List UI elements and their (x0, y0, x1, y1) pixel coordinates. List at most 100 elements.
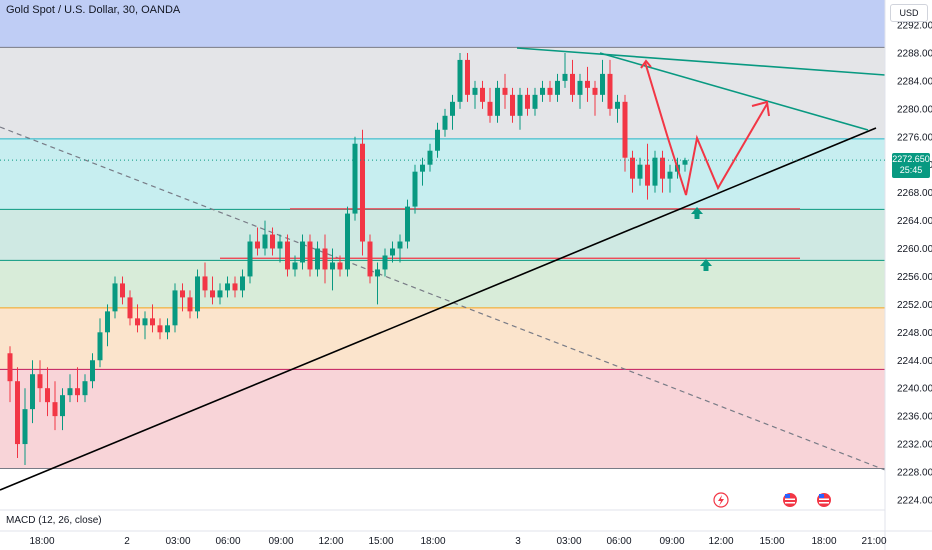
candle-body (187, 297, 193, 312)
y-tick-label: 2248.000 (897, 328, 932, 339)
candle-body (225, 283, 230, 291)
candle-body (255, 241, 260, 249)
candle-body (210, 290, 215, 298)
up-arrow-icon (691, 207, 703, 219)
candle-body (352, 143, 358, 214)
candle-body (247, 241, 253, 277)
candle-body (120, 283, 125, 298)
currency-selector[interactable]: USD (890, 4, 928, 22)
candle-body (375, 269, 380, 277)
candle-body (127, 297, 133, 319)
y-tick-label: 2292.000 (897, 21, 932, 32)
us-flag-stripe (819, 502, 829, 504)
candle-body (412, 171, 418, 207)
candle-body (667, 171, 673, 179)
projection-start-mark (640, 59, 652, 69)
x-tick-label: 2 (124, 536, 130, 547)
x-tick-label: 09:00 (659, 536, 684, 547)
candle-body (435, 129, 440, 151)
candle-body (240, 276, 245, 291)
x-tick-label: 06:00 (606, 536, 631, 547)
candle-body (322, 248, 328, 270)
y-tick-label: 2232.000 (897, 440, 932, 451)
candle-body (30, 374, 35, 410)
candle-body (487, 101, 493, 116)
candle-body (630, 157, 635, 179)
candle-body (570, 73, 575, 95)
fib-zone-6 (0, 369, 885, 469)
candle-body (285, 241, 290, 270)
candle-body (652, 157, 658, 186)
candle-body (37, 374, 43, 389)
candle-body (682, 160, 688, 165)
x-tick-label: 18:00 (420, 536, 445, 547)
candle-body (547, 87, 553, 95)
candle-body (405, 206, 410, 242)
candle-body (67, 388, 73, 396)
candle-body (180, 290, 185, 298)
projection-path (644, 61, 768, 196)
candle-body (217, 290, 223, 298)
last-price: 2272.650 (892, 154, 930, 164)
candle-body (592, 87, 598, 95)
candle-body (397, 241, 403, 249)
candle-body (390, 248, 395, 256)
candle-body (480, 87, 485, 102)
candle-body (112, 283, 118, 312)
macd-indicator-label[interactable]: MACD (12, 26, close) (6, 515, 102, 526)
y-tick-label: 2264.000 (897, 216, 932, 227)
candle-body (600, 73, 605, 95)
candle-body (82, 381, 88, 396)
candle-body (7, 353, 13, 382)
candle-body (472, 87, 478, 95)
candle-body (22, 409, 28, 445)
y-tick-label: 2240.000 (897, 384, 932, 395)
candle-body (457, 59, 463, 102)
bar-countdown: 25:45 (899, 165, 923, 175)
candle-body (607, 73, 613, 109)
candle-body (270, 234, 275, 249)
candle-body (495, 87, 500, 116)
candle-body (315, 248, 320, 270)
y-tick-label: 2244.000 (897, 356, 932, 367)
candle-body (525, 94, 530, 109)
candle-body (52, 402, 58, 417)
candle-body (442, 115, 448, 130)
us-flag-stripe (819, 498, 829, 500)
candle-body (202, 276, 208, 291)
fib-zone-5 (0, 307, 885, 370)
x-tick-label: 12:00 (708, 536, 733, 547)
candle-body (382, 255, 388, 270)
chart-title: Gold Spot / U.S. Dollar, 30, OANDA (6, 4, 181, 16)
x-tick-label: 3 (515, 536, 521, 547)
y-tick-label: 2224.000 (897, 495, 932, 506)
y-tick-label: 2260.000 (897, 244, 932, 255)
candle-body (622, 101, 628, 158)
candle-body (232, 283, 238, 291)
projection-arrowhead (751, 100, 770, 117)
us-flag-canton (819, 494, 824, 498)
lightning-icon (718, 495, 724, 506)
y-tick-label: 2236.000 (897, 412, 932, 423)
candle-body (562, 73, 568, 81)
candle-body (585, 80, 590, 88)
x-tick-label: 18:00 (811, 536, 836, 547)
candle-body (307, 241, 313, 270)
candle-body (577, 80, 583, 95)
channel-lower-line (599, 52, 869, 131)
candle-body (555, 80, 560, 95)
candle-body (90, 360, 95, 382)
candle-body (105, 311, 110, 333)
x-tick-label: 15:00 (759, 536, 784, 547)
x-tick-label: 03:00 (165, 536, 190, 547)
up-arrow-icon (700, 259, 712, 271)
candle-body (330, 262, 335, 270)
candle-body (165, 325, 170, 333)
candle-body (157, 325, 163, 333)
candle-body (420, 164, 425, 172)
candle-body (97, 332, 103, 361)
fib-zone-0 (0, 0, 885, 48)
us-flag-stripe (785, 498, 795, 500)
candle-body (135, 318, 140, 326)
